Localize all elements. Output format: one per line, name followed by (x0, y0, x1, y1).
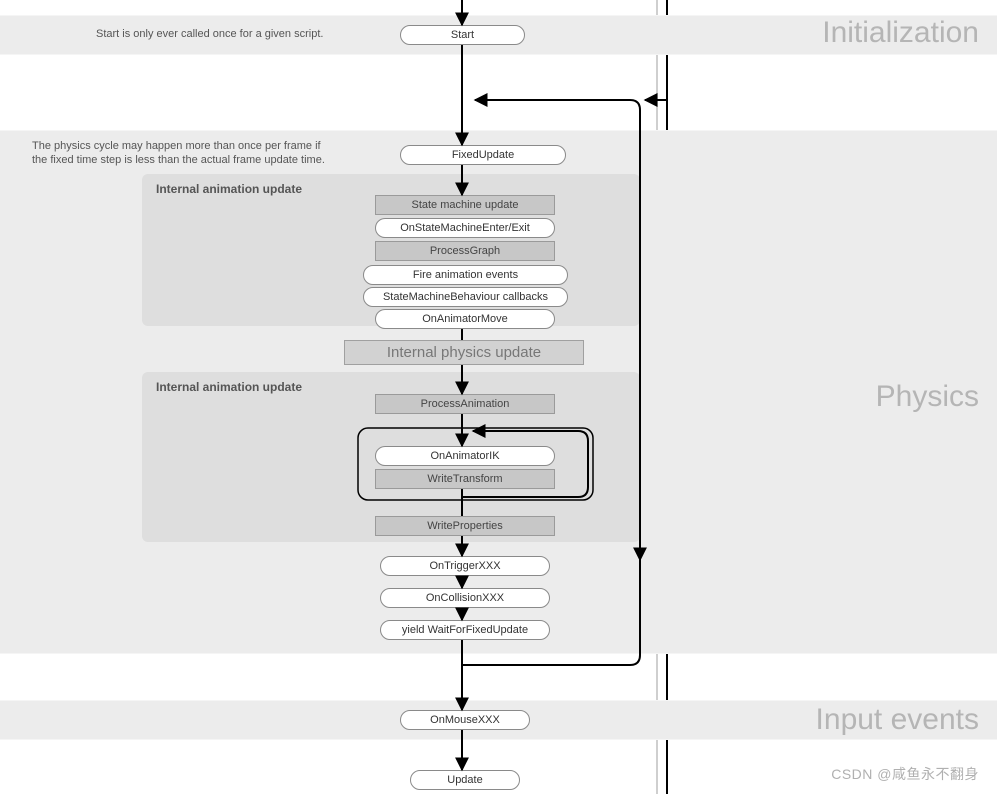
node-osm-enter-exit: OnStateMachineEnter/Exit (375, 218, 555, 238)
watermark: CSDN @咸鱼永不翻身 (831, 764, 979, 784)
node-process-anim: ProcessAnimation (375, 394, 555, 414)
desc-physics: The physics cycle may happen more than o… (32, 140, 332, 168)
node-on-collision: OnCollisionXXX (380, 588, 550, 608)
node-sm-update: State machine update (375, 195, 555, 215)
section-title-initialization: Initialization (822, 16, 979, 50)
node-on-trigger: OnTriggerXXX (380, 556, 550, 576)
node-write-transform: WriteTransform (375, 469, 555, 489)
diagram-canvas: Initialization Physics Input events Star… (0, 0, 997, 794)
panel-title-anim1: Internal animation update (156, 182, 302, 196)
panel-title-anim2: Internal animation update (156, 380, 302, 394)
node-write-props: WriteProperties (375, 516, 555, 536)
node-fixed-update: FixedUpdate (400, 145, 566, 165)
node-on-anim-ik: OnAnimatorIK (375, 446, 555, 466)
section-title-physics: Physics (876, 380, 979, 414)
node-fire-anim-events: Fire animation events (363, 265, 568, 285)
node-on-mouse: OnMouseXXX (400, 710, 530, 730)
desc-init: Start is only ever called once for a giv… (96, 28, 396, 42)
node-process-graph: ProcessGraph (375, 241, 555, 261)
node-smb-callbacks: StateMachineBehaviour callbacks (363, 287, 568, 307)
node-yield-wait: yield WaitForFixedUpdate (380, 620, 550, 640)
section-title-input: Input events (816, 703, 979, 737)
node-start: Start (400, 25, 525, 45)
node-internal-physics: Internal physics update (344, 340, 584, 365)
node-internal-physics-label: Internal physics update (345, 341, 583, 364)
node-update: Update (410, 770, 520, 790)
node-on-anim-move: OnAnimatorMove (375, 309, 555, 329)
